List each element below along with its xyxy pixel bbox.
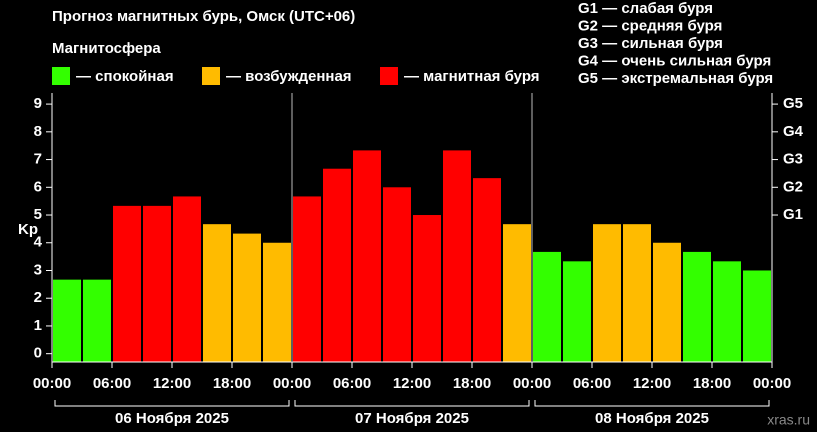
chart-title: Прогноз магнитных бурь, Омск (UTC+06) [52, 8, 355, 25]
bar [323, 168, 351, 362]
x-tick-label: 00:00 [273, 375, 311, 392]
x-tick-label: 00:00 [513, 375, 551, 392]
y-tick-label: 8 [34, 123, 42, 140]
y-tick-label: 1 [34, 317, 42, 334]
bar [263, 242, 291, 362]
storm-scale-label: G2 — средняя буря [578, 17, 722, 34]
storm-scale-label: G5 — экстремальная буря [578, 70, 773, 87]
legend-title: Магнитосфера [52, 40, 161, 57]
day-label: 07 Ноября 2025 [355, 410, 469, 427]
bar [533, 251, 561, 362]
legend-swatch [202, 67, 220, 85]
legend-label: — магнитная буря [404, 68, 540, 85]
bar [83, 279, 111, 362]
storm-scale-label: G1 — слабая буря [578, 0, 713, 17]
y2-tick-label: G2 [783, 178, 803, 195]
legend-swatch [380, 67, 398, 85]
x-tick-label: 00:00 [33, 375, 71, 392]
bar [563, 261, 591, 362]
y2-tick-label: G4 [783, 123, 804, 140]
bar [503, 224, 531, 362]
bar [443, 150, 471, 362]
bar [293, 196, 321, 362]
y-tick-label: 5 [34, 206, 42, 223]
x-tick-label: 00:00 [753, 375, 791, 392]
bar [473, 178, 501, 362]
day-label: 08 Ноября 2025 [595, 410, 709, 427]
y-tick-label: 2 [34, 289, 42, 306]
y-tick-label: 7 [34, 151, 42, 168]
y-axis-label: Kp [18, 221, 38, 238]
storm-scale-label: G4 — очень сильная буря [578, 52, 771, 69]
x-tick-label: 06:00 [573, 375, 611, 392]
bar [743, 270, 771, 362]
bar [53, 279, 81, 362]
legend-label: — спокойная [76, 68, 174, 85]
bar [413, 215, 441, 362]
y2-tick-label: G3 [783, 151, 803, 168]
y-tick-label: 4 [34, 234, 43, 251]
x-tick-label: 12:00 [153, 375, 191, 392]
y-tick-label: 9 [34, 95, 42, 112]
y2-tick-label: G5 [783, 95, 803, 112]
day-label: 06 Ноября 2025 [115, 410, 229, 427]
x-tick-label: 18:00 [693, 375, 731, 392]
bar [623, 224, 651, 362]
bar [143, 205, 171, 362]
bar [383, 187, 411, 362]
y2-tick-label: G1 [783, 206, 803, 223]
y-tick-label: 0 [34, 345, 42, 362]
bar [113, 205, 141, 362]
x-tick-label: 06:00 [93, 375, 131, 392]
x-tick-label: 12:00 [633, 375, 671, 392]
y-tick-label: 3 [34, 261, 42, 278]
legend-swatch [52, 67, 70, 85]
y-tick-label: 6 [34, 178, 42, 195]
bar [683, 251, 711, 362]
x-tick-label: 06:00 [333, 375, 371, 392]
bar [593, 224, 621, 362]
bar [233, 233, 261, 362]
watermark: xras.ru [767, 412, 810, 428]
day-bracket [54, 400, 290, 407]
bar [173, 196, 201, 362]
x-tick-label: 12:00 [393, 375, 431, 392]
storm-scale-label: G3 — сильная буря [578, 35, 723, 52]
bar [353, 150, 381, 362]
bar [653, 242, 681, 362]
bar [713, 261, 741, 362]
bar [203, 224, 231, 362]
day-bracket [534, 400, 770, 407]
legend-label: — возбужденная [226, 68, 352, 85]
x-tick-label: 18:00 [213, 375, 251, 392]
day-bracket [294, 400, 530, 407]
x-tick-label: 18:00 [453, 375, 491, 392]
